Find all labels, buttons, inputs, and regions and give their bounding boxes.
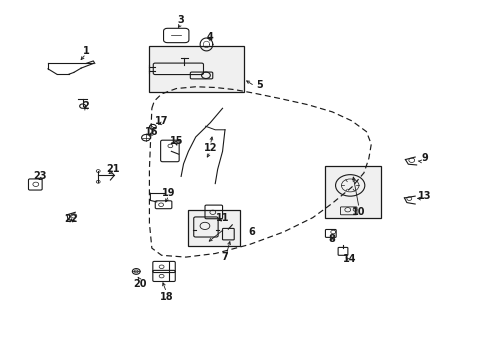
Bar — [325, 166, 380, 218]
Text: 19: 19 — [162, 188, 175, 198]
Text: 2: 2 — [82, 102, 89, 112]
Text: 14: 14 — [342, 254, 355, 264]
Text: 10: 10 — [352, 207, 365, 217]
Bar — [188, 211, 239, 246]
Text: 21: 21 — [106, 164, 120, 174]
Text: 5: 5 — [256, 80, 263, 90]
Text: 6: 6 — [248, 227, 255, 237]
Text: 18: 18 — [160, 292, 173, 302]
Text: 4: 4 — [206, 32, 213, 41]
Text: 8: 8 — [328, 234, 335, 244]
Text: 7: 7 — [221, 252, 228, 262]
Text: 12: 12 — [203, 143, 217, 153]
Text: 1: 1 — [82, 46, 89, 56]
Text: 17: 17 — [155, 116, 168, 126]
Text: 11: 11 — [215, 213, 229, 222]
Text: 9: 9 — [421, 153, 427, 163]
Text: 15: 15 — [169, 136, 183, 145]
Text: 20: 20 — [133, 279, 146, 289]
Text: 16: 16 — [145, 127, 158, 136]
Bar — [149, 45, 244, 92]
Text: 3: 3 — [177, 15, 184, 26]
Text: 22: 22 — [64, 215, 78, 224]
Text: 13: 13 — [417, 191, 431, 201]
Text: 23: 23 — [33, 171, 46, 181]
